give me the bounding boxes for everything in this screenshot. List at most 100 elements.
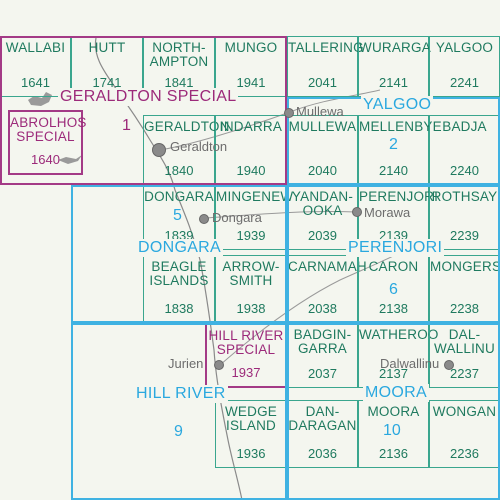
group-label-yalgoo: YALGOO bbox=[361, 96, 434, 114]
sheet-name: MUNGO bbox=[224, 40, 278, 55]
town-marker-mullewa bbox=[284, 108, 294, 118]
map-sheet-mongers[interactable]: MONGERS 2238 bbox=[429, 255, 500, 323]
town-marker-dongara bbox=[199, 214, 209, 224]
sheet-name: YALGOO bbox=[435, 40, 494, 55]
sheet-name: GERALDTON bbox=[144, 119, 230, 134]
group-number-6: 6 bbox=[389, 281, 398, 298]
sheet-number: 2241 bbox=[450, 75, 479, 90]
sheet-number: 1938 bbox=[236, 301, 266, 316]
town-label-morawa: Morawa bbox=[364, 205, 411, 220]
group-label-perenjori: PERENJORI bbox=[346, 239, 445, 257]
sheet-name: BADJA bbox=[442, 119, 487, 134]
town-marker-morawa bbox=[352, 207, 362, 217]
sheet-name: MELLENBYE bbox=[359, 119, 442, 134]
sheet-number: 2236 bbox=[450, 446, 479, 461]
map-sheet-mullewa[interactable]: MULLEWA 2040 bbox=[287, 115, 358, 185]
group-label-geraldton-special: GERALDTON SPECIAL bbox=[58, 88, 239, 106]
group-number-1: 1 bbox=[122, 117, 131, 134]
sheet-name: INDARRA bbox=[219, 119, 283, 134]
group-number-2: 2 bbox=[389, 136, 398, 153]
sheet-name: HUTT bbox=[88, 40, 126, 55]
island-shape bbox=[58, 155, 82, 164]
map-sheet-badgingarra[interactable]: BADGIN- GARRA 2037 bbox=[287, 323, 358, 388]
sheet-number: 2039 bbox=[308, 228, 337, 243]
sheet-number: 2137 bbox=[379, 366, 408, 381]
sheet-number: 2040 bbox=[308, 163, 337, 178]
sheet-number: 1641 bbox=[21, 75, 50, 90]
sheet-number: 2140 bbox=[379, 163, 408, 178]
island-shape bbox=[28, 92, 52, 106]
group-number-9: 9 bbox=[174, 423, 183, 440]
map-sheet-wedge[interactable]: WEDGE ISLAND 1936 bbox=[215, 400, 287, 468]
sheet-name: CARNAMAH bbox=[288, 259, 367, 274]
map-sheet-yalgoo[interactable]: YALGOO 2241 bbox=[429, 36, 500, 97]
sheet-name: ARROW- SMITH bbox=[222, 259, 280, 288]
sheet-name: BADGIN- GARRA bbox=[293, 327, 352, 356]
map-sheet-arrowsmith[interactable]: ARROW- SMITH 1938 bbox=[215, 255, 287, 323]
sheet-number: 2036 bbox=[308, 446, 337, 461]
map-sheet-wongan[interactable]: WONGAN 2236 bbox=[429, 400, 500, 468]
sheet-name: MULLEWA bbox=[288, 119, 357, 134]
sheet-number: 2041 bbox=[308, 75, 337, 90]
sheet-number: 1939 bbox=[236, 228, 266, 243]
sheet-name: TALLERING bbox=[288, 40, 364, 55]
map-sheet-dalwallinu[interactable]: DAL- WALLINU 2237 bbox=[429, 323, 500, 388]
sheet-name: BEAGLE ISLANDS bbox=[149, 259, 209, 288]
map-sheet-wuraga[interactable]: WURARGA 2141 bbox=[358, 36, 431, 97]
group-number-10: 10 bbox=[383, 422, 401, 439]
map-sheet-mellenbye[interactable]: MELLENBYE 2140 bbox=[358, 115, 442, 185]
sheet-name: DAN- DARAGAN bbox=[288, 404, 357, 433]
sheet-name: HILL RIVER SPECIAL bbox=[208, 328, 284, 357]
sheet-name: PERENJORI bbox=[359, 189, 439, 204]
group-label-hill-river: HILL RIVER bbox=[134, 385, 228, 403]
sheet-name: WONGAN bbox=[432, 404, 497, 419]
sheet-number: 1940 bbox=[236, 163, 266, 178]
sheet-number: 1941 bbox=[236, 75, 266, 90]
map-sheet-mingenew[interactable]: MINGENEW 1939 bbox=[215, 185, 294, 250]
sheet-number: 2240 bbox=[450, 163, 479, 178]
sheet-name: ABROLHOS SPECIAL bbox=[10, 115, 87, 144]
sheet-number: 1741 bbox=[92, 75, 122, 90]
sheet-name: WEDGE ISLAND bbox=[224, 404, 277, 433]
sheet-name: NORTH- AMPTON bbox=[149, 40, 209, 69]
sheet-name: MINGENEW bbox=[216, 189, 294, 204]
sheet-name: DONGARA bbox=[144, 189, 214, 204]
sheet-number: 1937 bbox=[231, 365, 261, 380]
sheet-name: MOORA bbox=[367, 404, 420, 419]
sheet-name: YANDAN- OOKA bbox=[291, 189, 354, 218]
sheet-number: 2238 bbox=[450, 301, 479, 316]
sheet-name: WURARGA bbox=[359, 40, 431, 55]
sheet-number: 2138 bbox=[379, 301, 408, 316]
map-sheet-hutt[interactable]: HUTT 1741 bbox=[71, 36, 143, 97]
map-sheet-abrolhos[interactable]: ABROLHOS SPECIAL 1640 bbox=[8, 110, 87, 175]
town-marker-geraldton bbox=[152, 143, 166, 157]
sheet-name: DAL- WALLINU bbox=[434, 327, 495, 356]
sheet-name: ROTHSAY bbox=[431, 189, 498, 204]
map-sheet-carnamah[interactable]: CARNAMAH 2038 bbox=[287, 255, 367, 323]
town-label-dalwallinu: Dalwallinu bbox=[380, 356, 440, 371]
town-marker-jurien bbox=[214, 360, 224, 370]
sheet-number: 1838 bbox=[164, 301, 194, 316]
sheet-name: WATHEROO bbox=[359, 327, 439, 342]
sheet-number: 2237 bbox=[450, 366, 479, 381]
town-label-jurien: Jurien bbox=[168, 356, 204, 371]
map-sheet-badja[interactable]: BADJA 2240 bbox=[429, 115, 500, 185]
town-marker-dalwallinu bbox=[444, 360, 454, 370]
sheet-name: WALLABI bbox=[5, 40, 66, 55]
sheet-number: 2239 bbox=[450, 228, 479, 243]
sheet-number: 1840 bbox=[164, 163, 194, 178]
sheet-number: 2038 bbox=[308, 301, 337, 316]
group-label-dongara: DONGARA bbox=[136, 239, 223, 257]
map-sheet-dandaragan[interactable]: DAN- DARAGAN 2036 bbox=[287, 400, 358, 468]
sheet-name: MONGERS bbox=[430, 259, 500, 274]
map-sheet-hillriverspecial[interactable]: HILL RIVER SPECIAL 1937 bbox=[205, 323, 287, 388]
map-sheet-yandanooka[interactable]: YANDAN- OOKA 2039 bbox=[287, 185, 358, 250]
town-label-dongara: Dongara bbox=[212, 210, 262, 225]
sheet-number: 2037 bbox=[308, 366, 337, 381]
sheet-number: 2136 bbox=[379, 446, 408, 461]
road-line bbox=[204, 211, 357, 219]
map-sheet-tallering[interactable]: TALLERING 2041 bbox=[287, 36, 364, 97]
map-sheet-beagle[interactable]: BEAGLE ISLANDS 1838 bbox=[143, 255, 215, 323]
town-label-geraldton: Geraldton bbox=[170, 139, 228, 154]
